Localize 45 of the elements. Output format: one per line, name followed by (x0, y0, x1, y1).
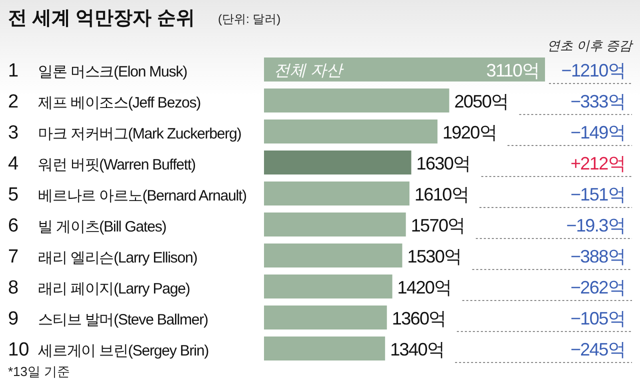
y-tick-label: 7 래리 엘리슨(Larry Ellison) (8, 246, 198, 268)
data-label: 2050억 (454, 92, 508, 112)
text: −1210억 (561, 60, 625, 80)
y-tick-label: 6 빌 게이츠(Bill Gates) (8, 216, 167, 236)
y-tick-label: 3 마크 저커버그(Mark Zuckerberg) (8, 122, 242, 144)
y-tick-label: 5 베르나르 아르노(Bernard Arnault) (8, 184, 247, 206)
data-label: 1570억 (410, 216, 465, 236)
data-label: 1530억 (407, 246, 462, 266)
bar (264, 88, 450, 112)
bar (264, 274, 392, 298)
data-label: 1920억 (442, 122, 497, 142)
data-label: 1610억 (414, 184, 469, 204)
data-label: 3110억 (486, 60, 539, 80)
bar (264, 212, 406, 236)
bar (264, 244, 402, 268)
data-label: 1360억 (392, 308, 446, 328)
text: −388억 (570, 246, 625, 266)
text: −262억 (570, 278, 625, 298)
text: −19.3억 (566, 216, 625, 236)
text: −333억 (570, 92, 625, 112)
data-label: 1340억 (390, 340, 444, 360)
bar (264, 150, 412, 174)
data-label: 1630억 (416, 154, 470, 174)
bar (264, 120, 438, 144)
y-tick-label: 10 세르게이 브린(Sergey Brin) (8, 340, 210, 360)
text: −245억 (570, 340, 625, 360)
bar (264, 58, 545, 82)
y-tick-label: 1 일론 머스크(Elon Musk) (8, 60, 188, 82)
y-tick-label: 9 스티브 발머(Steve Ballmer) (8, 308, 209, 330)
bar (264, 336, 386, 360)
bar (264, 306, 387, 330)
data-label: 1420억 (397, 278, 452, 298)
text: +212억 (570, 154, 625, 174)
text: −149억 (570, 122, 625, 142)
y-tick-label: 2 제프 베이조스(Jeff Bezos) (8, 92, 202, 112)
text: −151억 (570, 184, 625, 204)
text: *13일 기준 (8, 364, 70, 379)
text: −105억 (570, 308, 625, 328)
y-tick-label: 4 워런 버핏(Warren Buffett) (8, 154, 196, 174)
bar (264, 182, 410, 206)
text: 연초 이후 증감 (546, 38, 634, 53)
y-tick-label: 8 래리 페이지(Larry Page) (8, 278, 190, 298)
text: 전 세계 억만장자 순위 (8, 8, 195, 29)
chart-subtitle: (단위: 달러) (218, 12, 281, 26)
annotation: 전체 자산 (274, 62, 344, 80)
